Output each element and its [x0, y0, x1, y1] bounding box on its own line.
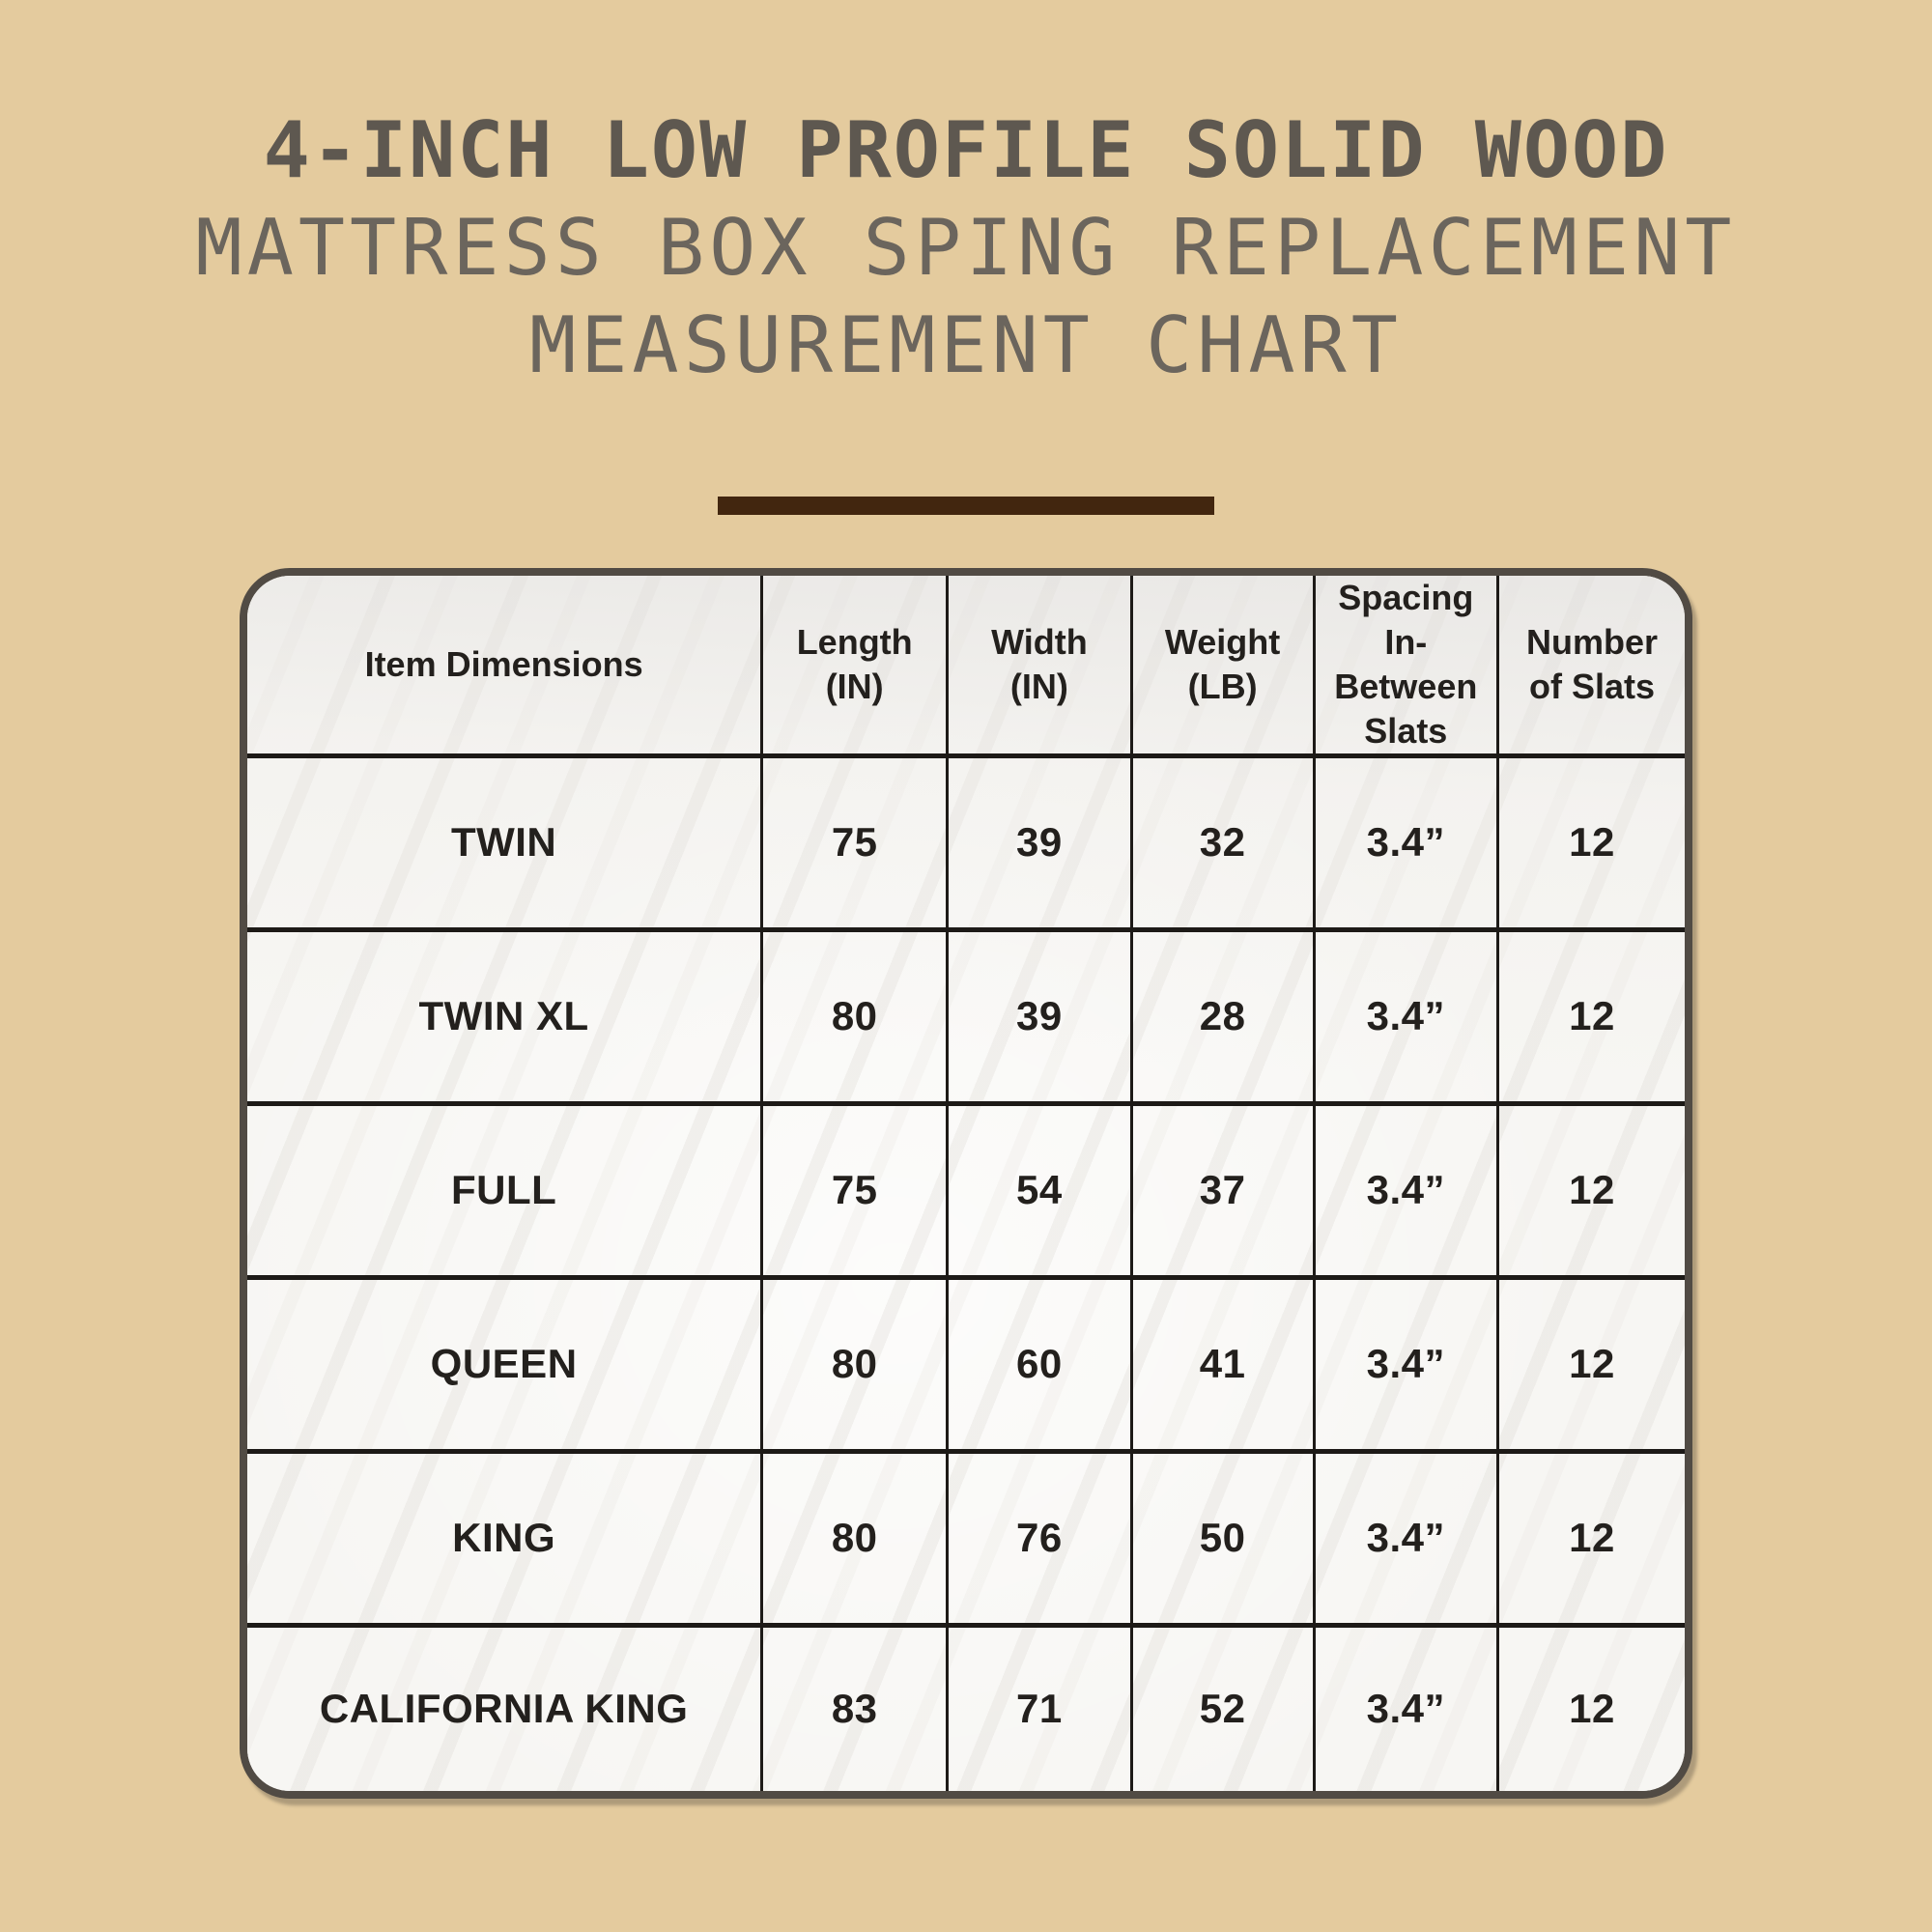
cell-twin-length: 75 — [760, 753, 948, 930]
cell-queen-length: 80 — [760, 1274, 948, 1452]
column-header-item-dimensions: Item Dimensions — [247, 576, 762, 756]
page-title: 4-INCH LOW PROFILE SOLID WOOD MATTRESS B… — [0, 101, 1932, 394]
column-header-number-of-slats-line-1: Number — [1526, 622, 1659, 662]
cell-full-weight: 37 — [1129, 1100, 1315, 1278]
page-title-line-2: MATTRESS BOX SPING REPLACEMENT — [195, 203, 1737, 293]
table-row-california-king: CALIFORNIA KING 83 71 52 3.4” 12 — [247, 1622, 1685, 1791]
table-header-row: Item Dimensions Length (IN) Width (IN) W… — [247, 576, 1685, 756]
cell-king-spacing: 3.4” — [1312, 1448, 1498, 1626]
cell-twin-spacing: 3.4” — [1312, 753, 1498, 930]
column-header-spacing-line-1: Spacing — [1338, 578, 1474, 617]
cell-california-king-weight: 52 — [1129, 1622, 1315, 1791]
cell-twin-item: TWIN — [247, 753, 762, 930]
cell-full-slats: 12 — [1496, 1100, 1685, 1278]
cell-california-king-width: 71 — [946, 1622, 1132, 1791]
title-divider-bar — [718, 497, 1214, 515]
table-row-twin: TWIN 75 39 32 3.4” 12 — [247, 753, 1685, 930]
page-title-line-1: 4-INCH LOW PROFILE SOLID WOOD — [263, 105, 1669, 195]
measurement-table-frame: Item Dimensions Length (IN) Width (IN) W… — [240, 568, 1692, 1799]
cell-full-item: FULL — [247, 1100, 762, 1278]
cell-twin-xl-length: 80 — [760, 926, 948, 1104]
cell-twin-weight: 32 — [1129, 753, 1315, 930]
column-header-width-line-2: (IN) — [1009, 667, 1068, 706]
table-row-twin-xl: TWIN XL 80 39 28 3.4” 12 — [247, 926, 1685, 1104]
cell-queen-spacing: 3.4” — [1312, 1274, 1498, 1452]
cell-queen-weight: 41 — [1129, 1274, 1315, 1452]
column-header-number-of-slats-line-2: of Slats — [1529, 667, 1656, 706]
column-header-weight-line-2: (LB) — [1187, 667, 1258, 706]
column-header-length-line-2: (IN) — [825, 667, 884, 706]
cell-twin-xl-weight: 28 — [1129, 926, 1315, 1104]
page-title-line-3: MEASUREMENT CHART — [529, 300, 1403, 390]
column-header-number-of-slats: Number of Slats — [1496, 576, 1685, 756]
cell-twin-xl-width: 39 — [946, 926, 1132, 1104]
cell-california-king-spacing: 3.4” — [1312, 1622, 1498, 1791]
column-header-spacing-line-2: In-Between — [1334, 622, 1478, 706]
cell-twin-xl-item: TWIN XL — [247, 926, 762, 1104]
cell-queen-item: QUEEN — [247, 1274, 762, 1452]
cell-king-weight: 50 — [1129, 1448, 1315, 1626]
cell-king-slats: 12 — [1496, 1448, 1685, 1626]
cell-king-item: KING — [247, 1448, 762, 1626]
cell-full-width: 54 — [946, 1100, 1132, 1278]
column-header-length: Length (IN) — [760, 576, 948, 756]
cell-king-length: 80 — [760, 1448, 948, 1626]
cell-queen-width: 60 — [946, 1274, 1132, 1452]
cell-twin-width: 39 — [946, 753, 1132, 930]
cell-california-king-length: 83 — [760, 1622, 948, 1791]
cell-california-king-item: CALIFORNIA KING — [247, 1622, 762, 1791]
cell-twin-xl-spacing: 3.4” — [1312, 926, 1498, 1104]
cell-full-spacing: 3.4” — [1312, 1100, 1498, 1278]
table-row-full: FULL 75 54 37 3.4” 12 — [247, 1100, 1685, 1278]
column-header-width: Width (IN) — [946, 576, 1132, 756]
table-row-king: KING 80 76 50 3.4” 12 — [247, 1448, 1685, 1626]
cell-full-length: 75 — [760, 1100, 948, 1278]
cell-twin-xl-slats: 12 — [1496, 926, 1685, 1104]
column-header-width-line-1: Width — [991, 622, 1088, 662]
table-row-queen: QUEEN 80 60 41 3.4” 12 — [247, 1274, 1685, 1452]
column-header-item-dimensions-label: Item Dimensions — [364, 644, 643, 684]
column-header-spacing: Spacing In-Between Slats — [1312, 576, 1498, 756]
column-header-spacing-line-3: Slats — [1364, 711, 1448, 751]
cell-twin-slats: 12 — [1496, 753, 1685, 930]
cell-king-width: 76 — [946, 1448, 1132, 1626]
column-header-weight: Weight (LB) — [1129, 576, 1315, 756]
measurement-table: Item Dimensions Length (IN) Width (IN) W… — [247, 576, 1685, 1791]
column-header-length-line-1: Length — [796, 622, 913, 662]
column-header-weight-line-1: Weight — [1164, 622, 1281, 662]
cell-queen-slats: 12 — [1496, 1274, 1685, 1452]
cell-california-king-slats: 12 — [1496, 1622, 1685, 1791]
